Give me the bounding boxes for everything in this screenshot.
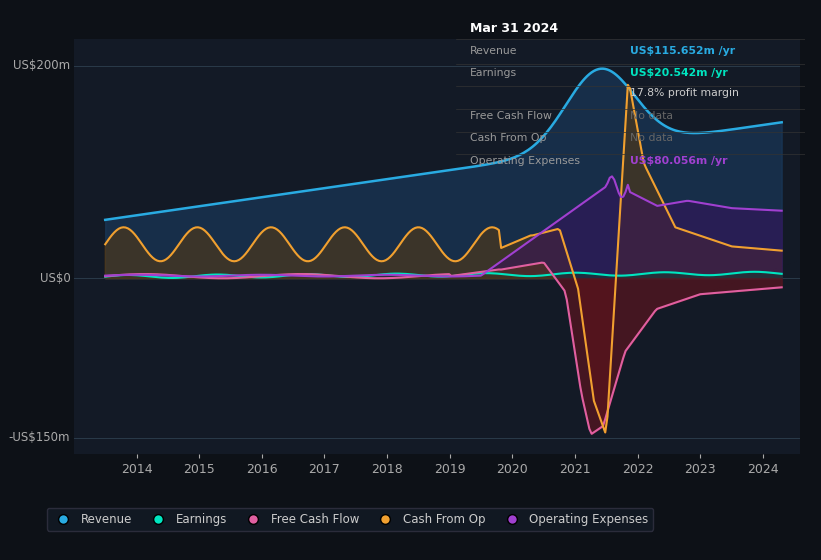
Text: No data: No data [631, 111, 673, 120]
Text: US$80.056m /yr: US$80.056m /yr [631, 156, 727, 166]
Text: Free Cash Flow: Free Cash Flow [470, 111, 552, 120]
Text: US$20.542m /yr: US$20.542m /yr [631, 68, 728, 78]
Text: Revenue: Revenue [470, 46, 517, 57]
Text: US$115.652m /yr: US$115.652m /yr [631, 46, 736, 57]
Text: -US$150m: -US$150m [9, 431, 71, 444]
Text: 17.8% profit margin: 17.8% profit margin [631, 88, 739, 98]
Legend: Revenue, Earnings, Free Cash Flow, Cash From Op, Operating Expenses: Revenue, Earnings, Free Cash Flow, Cash … [47, 508, 654, 530]
Text: Mar 31 2024: Mar 31 2024 [470, 22, 557, 35]
Text: Earnings: Earnings [470, 68, 516, 78]
Text: No data: No data [631, 133, 673, 143]
Text: US$0: US$0 [39, 272, 71, 285]
Text: Operating Expenses: Operating Expenses [470, 156, 580, 166]
Text: US$200m: US$200m [13, 59, 71, 72]
Text: Cash From Op: Cash From Op [470, 133, 546, 143]
